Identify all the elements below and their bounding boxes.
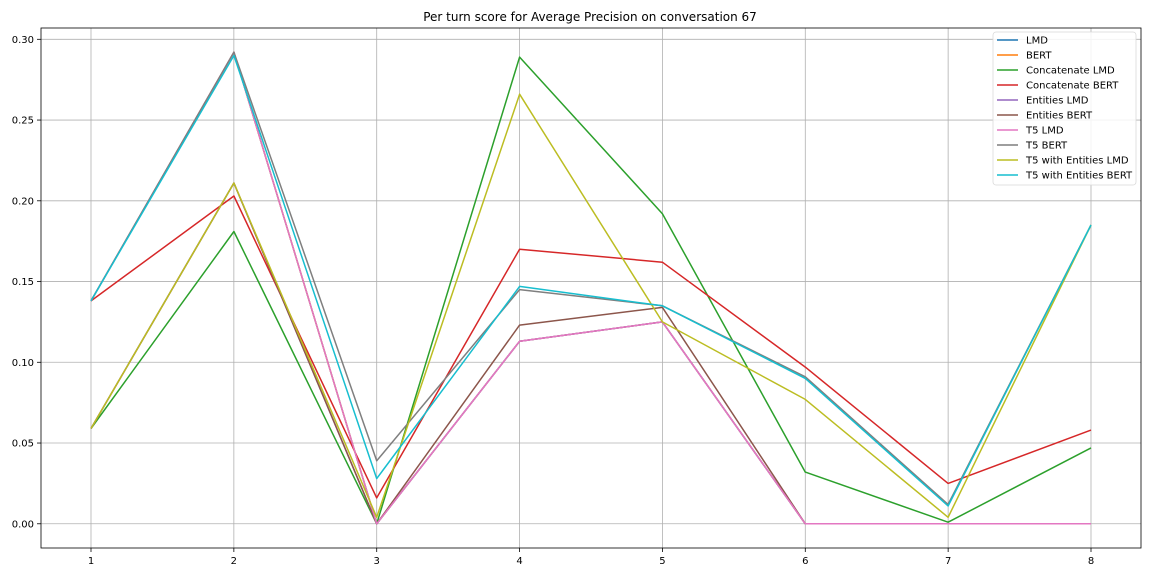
series-line-1 [90, 51, 1091, 525]
y-tick-label: 0.00 [12, 519, 34, 530]
x-tick-label: 1 [88, 556, 94, 567]
y-tick-label: 0.30 [12, 35, 34, 46]
legend-entry-label: Concatenate BERT [1026, 81, 1119, 92]
y-tick-label: 0.20 [12, 196, 34, 207]
series-layer [90, 51, 1092, 525]
legend-entry-label: T5 LMD [1025, 126, 1064, 137]
x-tick-label: 2 [231, 556, 237, 567]
x-axis: 1 2 3 4 5 6 7 8 [88, 548, 1094, 567]
legend: LMD BERT Concatenate LMD Concatenate BERT En… [992, 31, 1137, 186]
y-tick-label: 0.25 [12, 116, 34, 127]
y-axis: 0.00 0.05 0.10 0.15 0.20 0.25 0.30 [12, 35, 41, 530]
series-line-2 [90, 56, 1092, 525]
y-tick-label: 0.15 [12, 277, 34, 288]
series-line-5 [90, 182, 1091, 525]
series-line-9 [90, 54, 1092, 507]
x-tick-label: 3 [374, 556, 380, 567]
chart-title: Per turn score for Average Precision on … [423, 10, 757, 24]
legend-entry-label: LMD [1026, 36, 1048, 47]
legend-entry-label: Entities LMD [1026, 96, 1089, 107]
plot-frame [40, 27, 1142, 549]
series-line-4 [90, 182, 1091, 525]
series-line-6 [90, 51, 1091, 525]
x-tick-label: 8 [1088, 556, 1094, 567]
x-tick-label: 7 [945, 556, 951, 567]
legend-entry-label: BERT [1026, 51, 1052, 62]
legend-box [992, 31, 1137, 186]
y-tick-label: 0.10 [12, 358, 34, 369]
x-tick-label: 5 [659, 556, 665, 567]
series-line-7 [90, 51, 1092, 506]
series-line-3 [90, 195, 1092, 499]
legend-entry-label: T5 with Entities LMD [1025, 156, 1129, 167]
x-tick-label: 6 [802, 556, 808, 567]
series-line-0 [90, 51, 1091, 525]
grid [41, 28, 1141, 548]
legend-entry-label: Entities BERT [1026, 111, 1093, 122]
y-tick-label: 0.05 [12, 439, 34, 450]
series-line-8 [90, 93, 1092, 519]
legend-entry-label: Concatenate LMD [1026, 66, 1115, 77]
legend-entry-label: T5 BERT [1025, 141, 1068, 152]
x-tick-label: 4 [516, 556, 522, 567]
legend-entry-label: T5 with Entities BERT [1025, 171, 1133, 182]
